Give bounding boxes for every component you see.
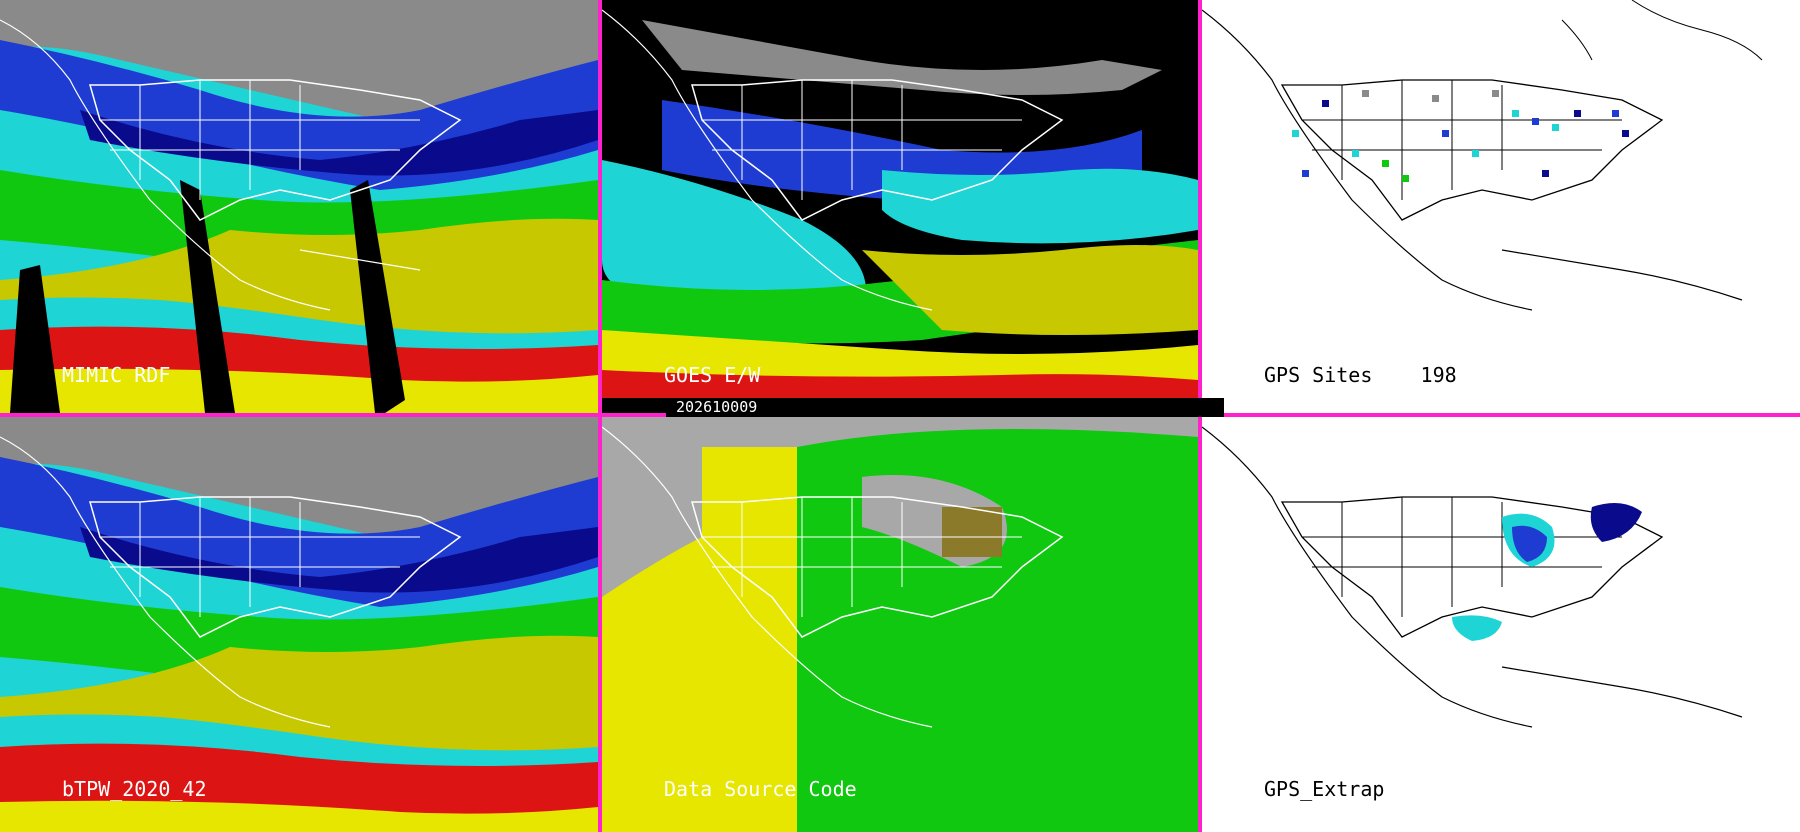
btpw-panel: bTPW_2020_42 bbox=[0, 417, 598, 832]
vertical-divider-left bbox=[598, 0, 602, 832]
gps-sites-count: 198 bbox=[1420, 363, 1457, 387]
gps-extrap-map bbox=[1202, 426, 1743, 728]
gps-site-markers bbox=[1292, 90, 1629, 182]
btpw-map bbox=[0, 417, 598, 832]
mimic-rdf-panel: MIMIC RDF bbox=[0, 0, 598, 413]
btpw-label: bTPW_2020_42 bbox=[62, 777, 207, 801]
goes-ew-label: GOES E/W bbox=[664, 363, 761, 387]
data-source-code-panel: Data Source Code bbox=[602, 417, 1198, 832]
mimic-rdf-label: MIMIC RDF bbox=[62, 363, 171, 387]
gps-extrap-label: GPS_Extrap bbox=[1264, 777, 1385, 801]
data-source-code-label: Data Source Code bbox=[664, 777, 857, 801]
goes-ew-panel: GOES E/W bbox=[602, 0, 1198, 413]
mimic-rdf-map bbox=[0, 0, 598, 413]
gps-extrap-panel: GPS_Extrap bbox=[1202, 417, 1800, 832]
gps-sites-label: GPS Sites 198 bbox=[1264, 363, 1457, 387]
gps-sites-panel: GPS Sites 198 bbox=[1202, 0, 1800, 413]
data-source-code-map bbox=[602, 417, 1198, 832]
timestamp-bar: 202610009 bbox=[666, 398, 1224, 417]
goes-ew-map bbox=[602, 0, 1198, 413]
gps-sites-map bbox=[1202, 0, 1763, 311]
